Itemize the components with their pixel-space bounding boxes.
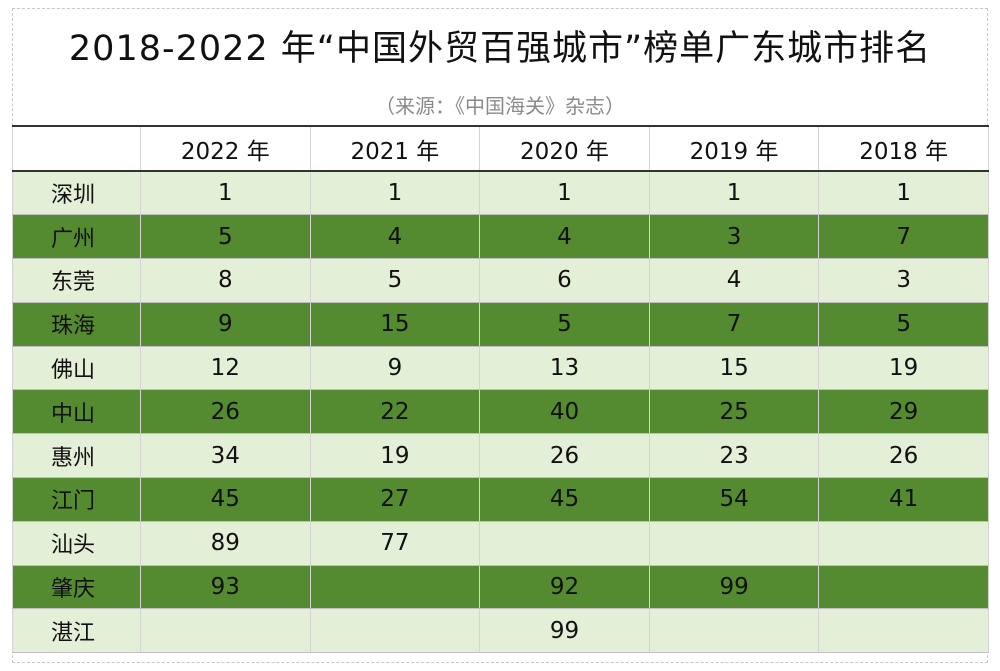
rank-cell: 26 xyxy=(140,389,311,435)
city-name-cell: 中山 xyxy=(12,389,141,435)
city-name-cell: 惠州 xyxy=(12,433,141,479)
rank-cell xyxy=(818,608,989,654)
rank-cell: 4 xyxy=(479,214,650,260)
rank-cell xyxy=(309,565,481,610)
rank-cell: 19 xyxy=(818,346,989,391)
rank-cell xyxy=(818,521,989,566)
rank-cell: 93 xyxy=(140,565,311,610)
rank-cell xyxy=(309,608,481,654)
rank-cell: 9 xyxy=(140,302,311,347)
rank-cell: 15 xyxy=(648,346,820,391)
rank-cell: 1 xyxy=(479,171,650,216)
table-body: 深圳 1 1 1 1 1 广州 5 4 4 3 7 东莞 8 5 6 4 3 珠海 9 15 5 7 5 佛山 12 9 13 15 19… xyxy=(12,171,989,654)
rank-cell: 34 xyxy=(140,433,311,479)
header-cell-blank xyxy=(12,125,141,172)
rank-cell: 3 xyxy=(648,214,820,260)
city-name-cell: 佛山 xyxy=(12,346,141,391)
rank-cell: 5 xyxy=(818,302,989,347)
rank-cell: 1 xyxy=(648,171,820,216)
rank-cell: 4 xyxy=(309,214,481,260)
rank-cell xyxy=(648,521,820,566)
rank-cell: 99 xyxy=(479,608,650,654)
rank-cell: 7 xyxy=(648,302,820,347)
chart-title: 2018-2022 年“中国外贸百强城市”榜单广东城市排名 xyxy=(68,29,932,69)
rank-cell xyxy=(140,608,311,654)
rank-cell: 29 xyxy=(818,389,989,435)
header-cell-year: 2019 年 xyxy=(648,125,820,172)
rank-cell: 15 xyxy=(309,302,481,347)
rank-cell: 26 xyxy=(818,433,989,479)
table-row: 湛江 99 xyxy=(12,608,989,654)
rank-cell: 99 xyxy=(648,565,820,610)
rank-cell: 3 xyxy=(818,258,989,303)
table-row: 中山 26 22 40 25 29 xyxy=(12,389,989,435)
rank-cell: 25 xyxy=(648,389,820,435)
header-cell-year: 2018 年 xyxy=(818,125,989,172)
city-name-cell: 广州 xyxy=(12,214,141,260)
table-row: 汕头 89 77 xyxy=(12,521,989,566)
chart-subtitle: （来源：《中国海关》杂志） xyxy=(375,94,625,118)
table-row: 肇庆 93 92 99 xyxy=(12,565,989,610)
rank-cell: 1 xyxy=(140,171,311,216)
ranking-table: 2022 年 2021 年 2020 年 2019 年 2018 年 深圳 1 1 1… xyxy=(12,125,989,654)
table-row: 东莞 8 5 6 4 3 xyxy=(12,258,989,303)
header-cell-year: 2022 年 xyxy=(140,125,311,172)
table-row: 惠州 34 19 26 23 26 xyxy=(12,433,989,479)
rank-cell: 89 xyxy=(140,521,311,566)
header-cell-year: 2021 年 xyxy=(309,125,481,172)
rank-cell: 5 xyxy=(140,214,311,260)
rank-cell: 5 xyxy=(309,258,481,303)
rank-cell: 41 xyxy=(818,477,989,522)
rank-cell: 54 xyxy=(648,477,820,522)
rank-cell xyxy=(479,521,650,566)
rank-cell: 7 xyxy=(818,214,989,260)
rank-cell xyxy=(818,565,989,610)
rank-cell: 45 xyxy=(140,477,311,522)
city-name-cell: 汕头 xyxy=(12,521,141,566)
rank-cell: 77 xyxy=(309,521,481,566)
rank-cell: 12 xyxy=(140,346,311,391)
rank-cell: 26 xyxy=(479,433,650,479)
header-row: 2022 年 2021 年 2020 年 2019 年 2018 年 xyxy=(12,125,989,172)
table-row: 佛山 12 9 13 15 19 xyxy=(12,346,989,391)
rank-cell: 5 xyxy=(479,302,650,347)
rank-cell: 8 xyxy=(140,258,311,303)
header-cell-year: 2020 年 xyxy=(479,125,650,172)
rank-cell: 92 xyxy=(479,565,650,610)
table-row: 广州 5 4 4 3 7 xyxy=(12,214,989,260)
city-name-cell: 深圳 xyxy=(12,171,141,216)
rank-cell: 27 xyxy=(309,477,481,522)
rank-cell: 40 xyxy=(479,389,650,435)
city-name-cell: 珠海 xyxy=(12,302,141,347)
rank-cell: 45 xyxy=(479,477,650,522)
table-row: 珠海 9 15 5 7 5 xyxy=(12,302,989,347)
city-name-cell: 东莞 xyxy=(12,258,141,303)
city-name-cell: 湛江 xyxy=(12,608,141,654)
rank-cell: 6 xyxy=(479,258,650,303)
rank-cell: 4 xyxy=(648,258,820,303)
rank-cell: 13 xyxy=(479,346,650,391)
rank-cell: 1 xyxy=(818,171,989,216)
rank-cell xyxy=(648,608,820,654)
rank-cell: 19 xyxy=(309,433,481,479)
rank-cell: 9 xyxy=(309,346,481,391)
rank-cell: 1 xyxy=(309,171,481,216)
table-row: 江门 45 27 45 54 41 xyxy=(12,477,989,522)
rank-cell: 22 xyxy=(309,389,481,435)
city-name-cell: 肇庆 xyxy=(12,565,141,610)
city-name-cell: 江门 xyxy=(12,477,141,522)
table-row: 深圳 1 1 1 1 1 xyxy=(12,171,989,216)
rank-cell: 23 xyxy=(648,433,820,479)
